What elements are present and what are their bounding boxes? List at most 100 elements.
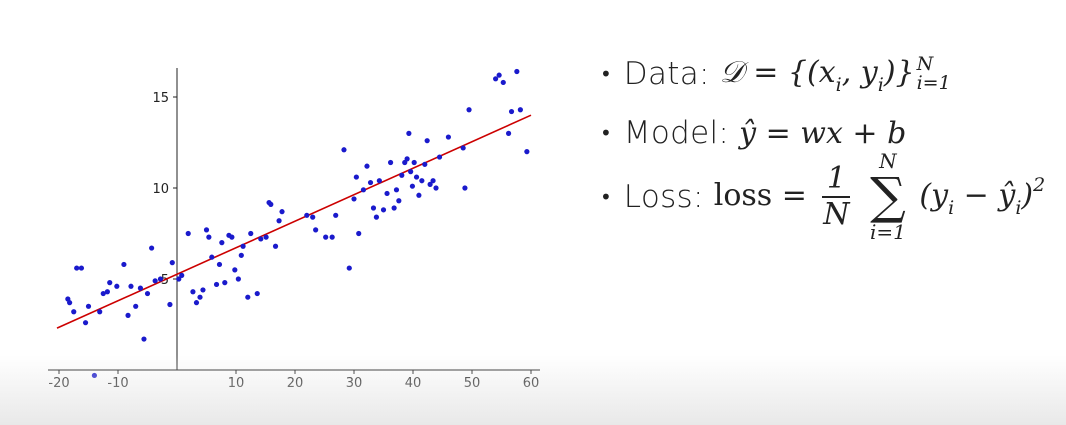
data-point bbox=[310, 214, 316, 220]
data-point bbox=[387, 159, 394, 166]
data-point bbox=[346, 265, 352, 271]
data-point bbox=[268, 201, 274, 207]
data-point bbox=[404, 156, 410, 162]
data-point bbox=[279, 209, 285, 215]
data-point bbox=[74, 265, 80, 271]
bullet-dot: • bbox=[600, 121, 612, 145]
data-point bbox=[505, 130, 512, 136]
data-point bbox=[436, 154, 443, 160]
data-point bbox=[393, 187, 400, 193]
data-point bbox=[411, 159, 417, 166]
data-point bbox=[353, 174, 359, 180]
data-point bbox=[216, 261, 223, 268]
data-point bbox=[493, 76, 499, 82]
data-point bbox=[193, 300, 200, 306]
data-point bbox=[373, 214, 380, 220]
data-point bbox=[114, 283, 120, 289]
data-point bbox=[272, 243, 279, 249]
data-point bbox=[128, 283, 134, 289]
x-tick-label: 60 bbox=[523, 376, 540, 391]
data-point bbox=[137, 285, 144, 291]
data-point bbox=[258, 236, 264, 242]
data-point bbox=[144, 290, 151, 297]
data-point bbox=[238, 252, 244, 258]
x-tick-label: 30 bbox=[346, 376, 363, 391]
data-point bbox=[416, 192, 422, 198]
data-point bbox=[185, 230, 191, 237]
x-tick-label: -20 bbox=[48, 376, 69, 391]
data-point bbox=[430, 178, 436, 184]
bullet-model: • Model: ŷ = wx + b bbox=[600, 115, 906, 151]
data-point bbox=[203, 227, 210, 233]
y-tick-label: 10 bbox=[152, 182, 169, 197]
data-point bbox=[433, 185, 439, 191]
x-tick-label: 50 bbox=[464, 376, 481, 391]
bullet-loss: • Loss: loss = 1 N N ∑ i=1 (yi − ŷi)2 bbox=[600, 151, 1045, 243]
data-point bbox=[466, 107, 472, 113]
data-point bbox=[176, 276, 182, 282]
data-point bbox=[245, 294, 251, 300]
data-point bbox=[323, 234, 329, 240]
data-point bbox=[399, 172, 405, 178]
data-point bbox=[213, 281, 220, 288]
loss-fraction: 1 N bbox=[822, 161, 851, 232]
data-point bbox=[206, 234, 212, 240]
data-point bbox=[232, 267, 238, 273]
data-point bbox=[82, 320, 89, 326]
data-point bbox=[408, 169, 414, 175]
data-point bbox=[149, 245, 155, 251]
data-point bbox=[125, 312, 131, 318]
bullet-dot: • bbox=[600, 62, 612, 86]
data-point bbox=[152, 278, 158, 284]
data-point bbox=[104, 289, 110, 295]
x-tick-label: 40 bbox=[405, 376, 422, 391]
y-tick-label: 15 bbox=[152, 91, 169, 106]
data-point bbox=[157, 276, 164, 282]
x-tick-label: 10 bbox=[228, 376, 245, 391]
data-point bbox=[78, 265, 85, 271]
data-point bbox=[413, 174, 420, 180]
model-formula: ŷ = wx + b bbox=[739, 115, 907, 151]
data-point bbox=[517, 107, 523, 113]
data-point bbox=[276, 218, 282, 224]
data-point bbox=[100, 290, 106, 297]
data-point bbox=[248, 230, 254, 237]
regression-line bbox=[56, 114, 532, 329]
data-point bbox=[419, 178, 425, 184]
data-point bbox=[97, 309, 103, 315]
data-point bbox=[313, 227, 319, 233]
data-point bbox=[222, 280, 228, 286]
data-point bbox=[500, 79, 506, 86]
data-point bbox=[263, 234, 269, 240]
sum-symbol: N ∑ i=1 bbox=[869, 149, 906, 244]
data-point bbox=[107, 280, 113, 286]
data-point bbox=[391, 205, 397, 211]
data-point bbox=[67, 300, 73, 306]
data-point bbox=[514, 68, 520, 75]
data-point bbox=[179, 272, 185, 278]
data-point bbox=[304, 212, 310, 218]
data-point bbox=[396, 198, 402, 204]
data-point bbox=[364, 163, 370, 169]
data-point bbox=[380, 207, 387, 213]
data-point bbox=[254, 290, 260, 297]
data-point bbox=[167, 301, 173, 308]
data-point bbox=[462, 185, 468, 191]
data-point bbox=[333, 212, 339, 218]
loss-formula: loss = 1 N N ∑ i=1 (yi − ŷi)2 bbox=[713, 149, 1046, 244]
data-point bbox=[121, 261, 127, 268]
data-point bbox=[351, 196, 357, 202]
data-point bbox=[406, 130, 412, 136]
data-point bbox=[133, 303, 139, 309]
data-point bbox=[422, 161, 428, 167]
data-point bbox=[360, 187, 367, 193]
data-point bbox=[424, 138, 430, 144]
data-point bbox=[367, 179, 374, 186]
data-point bbox=[219, 240, 225, 246]
bullet-dot: • bbox=[600, 185, 612, 209]
data-point bbox=[91, 372, 97, 379]
data-point bbox=[460, 145, 466, 151]
model-label: Model: bbox=[623, 115, 730, 151]
